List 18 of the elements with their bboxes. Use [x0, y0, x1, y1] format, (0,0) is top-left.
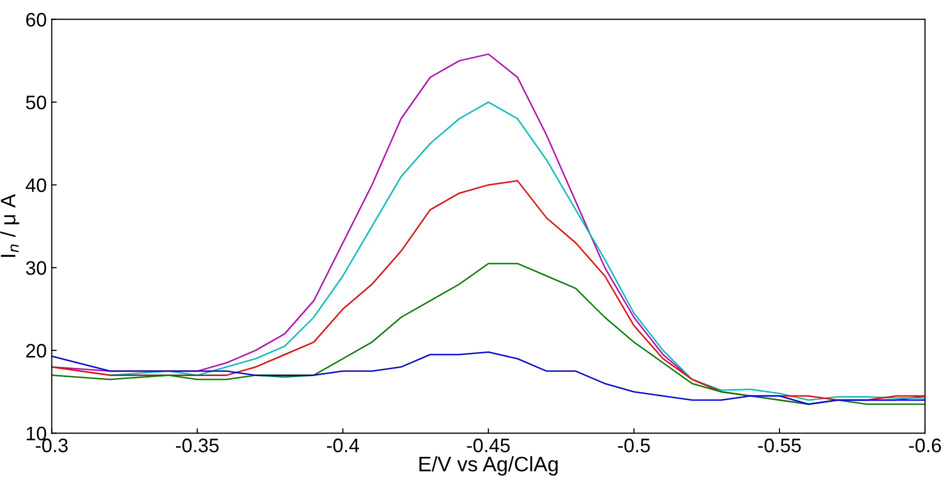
line-series	[52, 180, 926, 401]
y-tick-label: 30	[26, 261, 46, 275]
x-tick-label: -0.5	[618, 438, 650, 452]
x-tick-label: -0.3	[36, 438, 68, 452]
y-tick-label: 60	[26, 12, 46, 27]
line-series	[52, 262, 926, 405]
x-tick-label: -0.35	[176, 438, 219, 452]
x-tick-label: -0.45	[467, 438, 510, 452]
y-tick-label: 10	[26, 426, 46, 440]
x-axis-title: E/V vs Ag/ClAg	[419, 456, 558, 476]
line-series	[52, 351, 926, 405]
x-tick-label: -0.55	[758, 438, 801, 452]
x-tick-label: -0.6	[909, 438, 941, 452]
y-tick-label: 20	[26, 344, 46, 358]
y-tick-label: 50	[26, 96, 46, 110]
y-tick-label: 40	[26, 178, 46, 192]
x-tick-label: -0.4	[326, 438, 360, 452]
y-axis-title: I$_{n}$ / μ A	[0, 194, 20, 257]
